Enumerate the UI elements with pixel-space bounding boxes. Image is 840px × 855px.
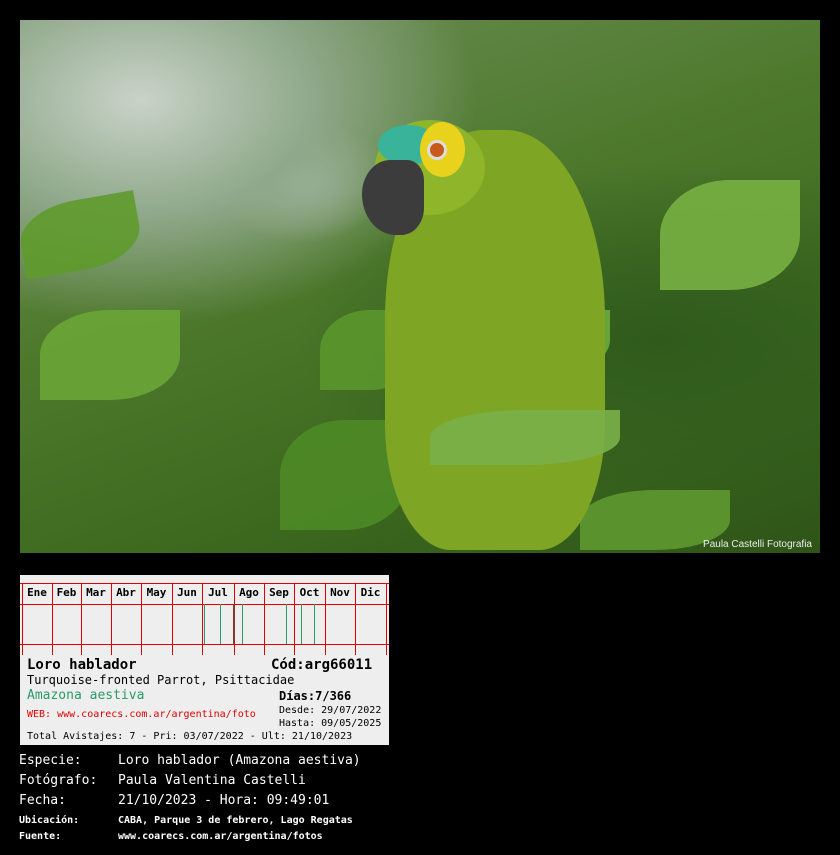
month-label: Dic — [360, 586, 381, 599]
sighting-mark — [286, 604, 287, 644]
fotografo-value: Paula Valentina Castelli — [118, 773, 306, 788]
sighting-mark — [220, 604, 221, 644]
month-divider — [141, 583, 142, 655]
leaf — [40, 310, 180, 400]
month-divider — [52, 583, 53, 655]
month-label: Nov — [330, 586, 350, 599]
species-card: Ene Feb Mar Abr May Jun Jul Ago Sep Oct Nov Dic Lor… — [20, 575, 389, 745]
month-label: Feb — [56, 586, 77, 599]
leaf — [20, 190, 146, 280]
totals: Total Avistajes: 7 - Pri: 03/07/2022 - U… — [27, 731, 353, 742]
month-divider — [81, 583, 82, 655]
until-date: Hasta: 09/05/2025 — [279, 718, 382, 729]
month-label: Ago — [239, 586, 259, 599]
month-divider — [355, 583, 356, 655]
especie-label: Especie: — [19, 753, 82, 768]
leaf — [660, 180, 800, 290]
bird-photo: Paula Castelli Fotografia — [20, 20, 820, 553]
month-divider — [264, 583, 265, 655]
sighting-mark — [233, 604, 235, 644]
fuente-label: Fuente: — [19, 831, 62, 842]
month-label: Jul — [208, 586, 228, 599]
month-divider — [172, 583, 173, 655]
month-label: Jun — [177, 586, 197, 599]
common-name: Loro hablador — [27, 657, 137, 673]
sighting-mark — [204, 604, 205, 644]
grid-line — [20, 583, 389, 584]
sighting-mark — [242, 604, 243, 644]
month-label: Sep — [269, 586, 289, 599]
month-divider — [294, 583, 295, 655]
grid-line — [20, 644, 389, 645]
especie-value: Loro hablador (Amazona aestiva) — [118, 753, 361, 768]
month-label: Ene — [27, 586, 47, 599]
fecha-value: 21/10/2023 - Hora: 09:49:01 — [118, 793, 330, 808]
english-name: Turquoise-fronted Parrot, Psittacidae — [27, 673, 295, 687]
month-divider — [111, 583, 112, 655]
fotografo-label: Fotógrafo: — [19, 773, 98, 788]
month-divider — [386, 583, 387, 655]
since-date: Desde: 29/07/2022 — [279, 705, 382, 716]
month-divider — [325, 583, 326, 655]
month-divider — [22, 583, 23, 655]
scientific-name: Amazona aestiva — [27, 688, 145, 703]
days-count: Días:7/366 — [279, 689, 352, 703]
month-label: Oct — [299, 586, 320, 599]
ubicacion-label: Ubicación: — [19, 815, 80, 826]
month-label: May — [146, 586, 167, 599]
month-divider — [202, 583, 203, 655]
sighting-mark — [314, 604, 315, 644]
fecha-label: Fecha: — [19, 793, 66, 808]
ubicacion-value: CABA, Parque 3 de febrero, Lago Regatas — [118, 815, 353, 826]
sighting-mark — [301, 604, 302, 644]
web-link[interactable]: WEB: www.coarecs.com.ar/argentina/foto — [27, 709, 256, 720]
species-code: Cód:arg66011 — [271, 657, 373, 673]
photo-watermark: Paula Castelli Fotografia — [703, 539, 812, 550]
month-label: Abr — [116, 586, 136, 599]
month-label: Mar — [86, 586, 106, 599]
leaf — [430, 410, 620, 465]
leaf — [580, 490, 730, 550]
parrot-beak — [362, 160, 424, 235]
parrot-eye — [427, 140, 447, 160]
fuente-value[interactable]: www.coarecs.com.ar/argentina/fotos — [118, 831, 323, 842]
